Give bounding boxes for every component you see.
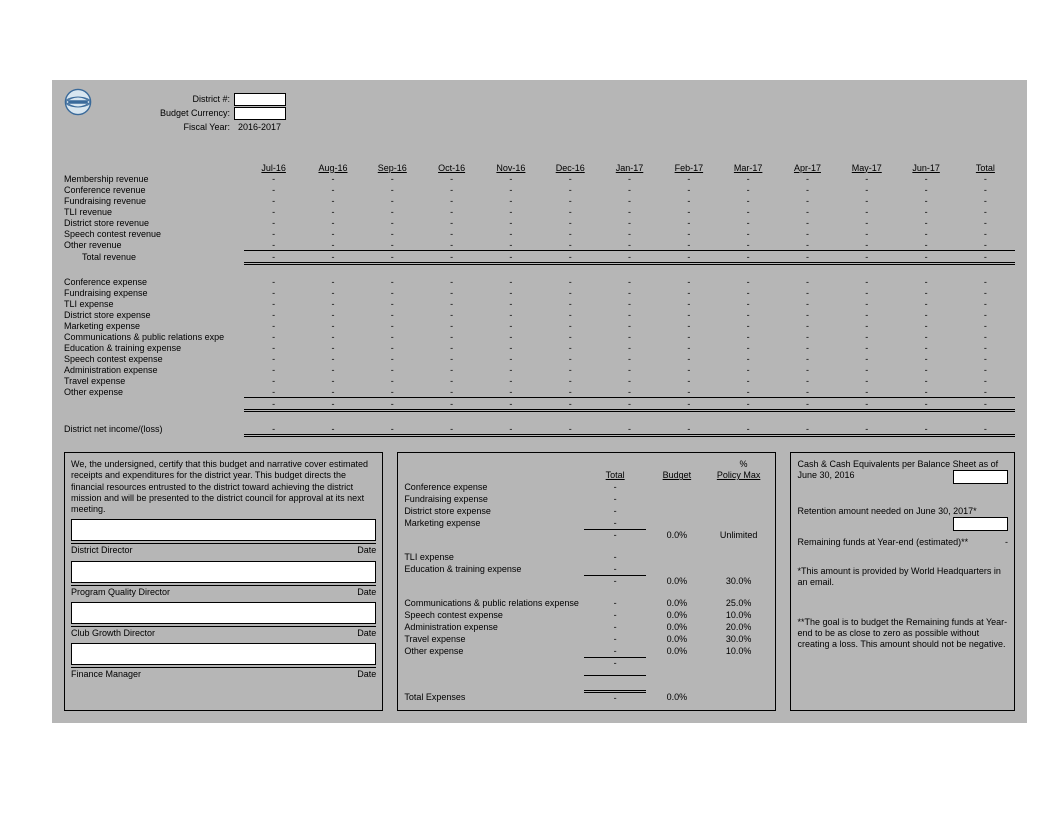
bud-head-max: Policy Max (708, 470, 770, 481)
table-row: District store revenue------------- (64, 217, 1015, 228)
table-row: Administration expense-0.0%20.0% (404, 622, 769, 634)
table-row: TLI expense------------- (64, 298, 1015, 309)
cash-equiv-field[interactable] (953, 470, 1008, 484)
month-header: Jun-17 (896, 163, 955, 173)
table-row: Membership revenue------------- (64, 173, 1015, 184)
retention-field[interactable] (953, 517, 1008, 531)
currency-input[interactable] (234, 107, 286, 120)
table-row: ------------- (64, 398, 1015, 409)
table-row: District store expense------------- (64, 309, 1015, 320)
table-row: Fundraising expense- (404, 494, 769, 506)
district-input[interactable] (234, 93, 286, 106)
cash-l3v: - (1005, 537, 1008, 548)
table-row: TLI revenue------------- (64, 206, 1015, 217)
month-header: Oct-16 (422, 163, 481, 173)
signature-label: Finance ManagerDate (71, 667, 376, 680)
table-row: Other revenue------------- (64, 239, 1015, 250)
toastmasters-logo (64, 88, 92, 116)
table-row: Speech contest expense-0.0%10.0% (404, 610, 769, 622)
certification-box: We, the undersigned, certify that this b… (64, 452, 383, 711)
cert-text: We, the undersigned, certify that this b… (71, 459, 376, 515)
month-header: May-17 (837, 163, 896, 173)
month-header: Mar-17 (719, 163, 778, 173)
signature-label: District DirectorDate (71, 543, 376, 556)
table-row: Conference revenue------------- (64, 184, 1015, 195)
table-row: Conference expense- (404, 482, 769, 494)
cash-l3: Remaining funds at Year-end (estimated)*… (797, 537, 968, 547)
fiscal-value: 2016-2017 (234, 122, 281, 132)
fiscal-label: Fiscal Year: (64, 122, 234, 132)
month-header: Dec-16 (541, 163, 600, 173)
month-header: Aug-16 (303, 163, 362, 173)
month-header: Nov-16 (481, 163, 540, 173)
signature-field[interactable] (71, 602, 376, 624)
table-row: Marketing expense------------- (64, 320, 1015, 331)
table-row: TLI expense- (404, 552, 769, 564)
table-row: Speech contest revenue------------- (64, 228, 1015, 239)
budget-sheet: District #: Budget Currency: Fiscal Year… (52, 80, 1027, 723)
month-header: Feb-17 (659, 163, 718, 173)
cash-note1: *This amount is provided by World Headqu… (797, 566, 1008, 589)
table-row: Education & training expense- (404, 564, 769, 576)
table-row: Marketing expense- (404, 518, 769, 530)
table-row: Fundraising revenue------------- (64, 195, 1015, 206)
cash-note2: **The goal is to budget the Remaining fu… (797, 617, 1008, 651)
table-row: Total revenue------------- (64, 251, 1015, 262)
table-row: Other expense-0.0%10.0% (404, 646, 769, 658)
budget-grid: Jul-16Aug-16Sep-16Oct-16Nov-16Dec-16Jan-… (64, 162, 1015, 438)
bottom-panels: We, the undersigned, certify that this b… (64, 452, 1015, 711)
pct-symbol: % (404, 459, 769, 470)
signature-label: Club Growth DirectorDate (71, 626, 376, 639)
total-exp-label: Total Expenses (404, 692, 584, 703)
table-row: Fundraising expense------------- (64, 287, 1015, 298)
table-row: Administration expense------------- (64, 364, 1015, 375)
signature-label: Program Quality DirectorDate (71, 585, 376, 598)
table-row: Travel expense-0.0%30.0% (404, 634, 769, 646)
budget-summary-box: % Total Budget Policy Max Conference exp… (397, 452, 776, 711)
bud-head-budget: Budget (646, 470, 708, 481)
table-row: Speech contest expense------------- (64, 353, 1015, 364)
table-row: Other expense------------- (64, 386, 1015, 397)
signature-field[interactable] (71, 519, 376, 541)
table-row: Travel expense------------- (64, 375, 1015, 386)
table-row: Conference expense------------- (64, 276, 1015, 287)
table-row: Communications & public relations expens… (404, 598, 769, 610)
month-header: Total (956, 163, 1015, 173)
cash-box: Cash & Cash Equivalents per Balance Shee… (790, 452, 1015, 711)
cash-l2: Retention amount needed on June 30, 2017… (797, 506, 976, 516)
table-row: Education & training expense------------… (64, 342, 1015, 353)
bud-head-total: Total (584, 470, 646, 481)
month-header: Jul-16 (244, 163, 303, 173)
month-header: Apr-17 (778, 163, 837, 173)
month-header: Jan-17 (600, 163, 659, 173)
table-row: Communications & public relations expe--… (64, 331, 1015, 342)
month-header: Sep-16 (363, 163, 422, 173)
table-row: District store expense- (404, 506, 769, 518)
table-row: District net income/(loss)------------- (64, 423, 1015, 434)
signature-field[interactable] (71, 643, 376, 665)
signature-field[interactable] (71, 561, 376, 583)
